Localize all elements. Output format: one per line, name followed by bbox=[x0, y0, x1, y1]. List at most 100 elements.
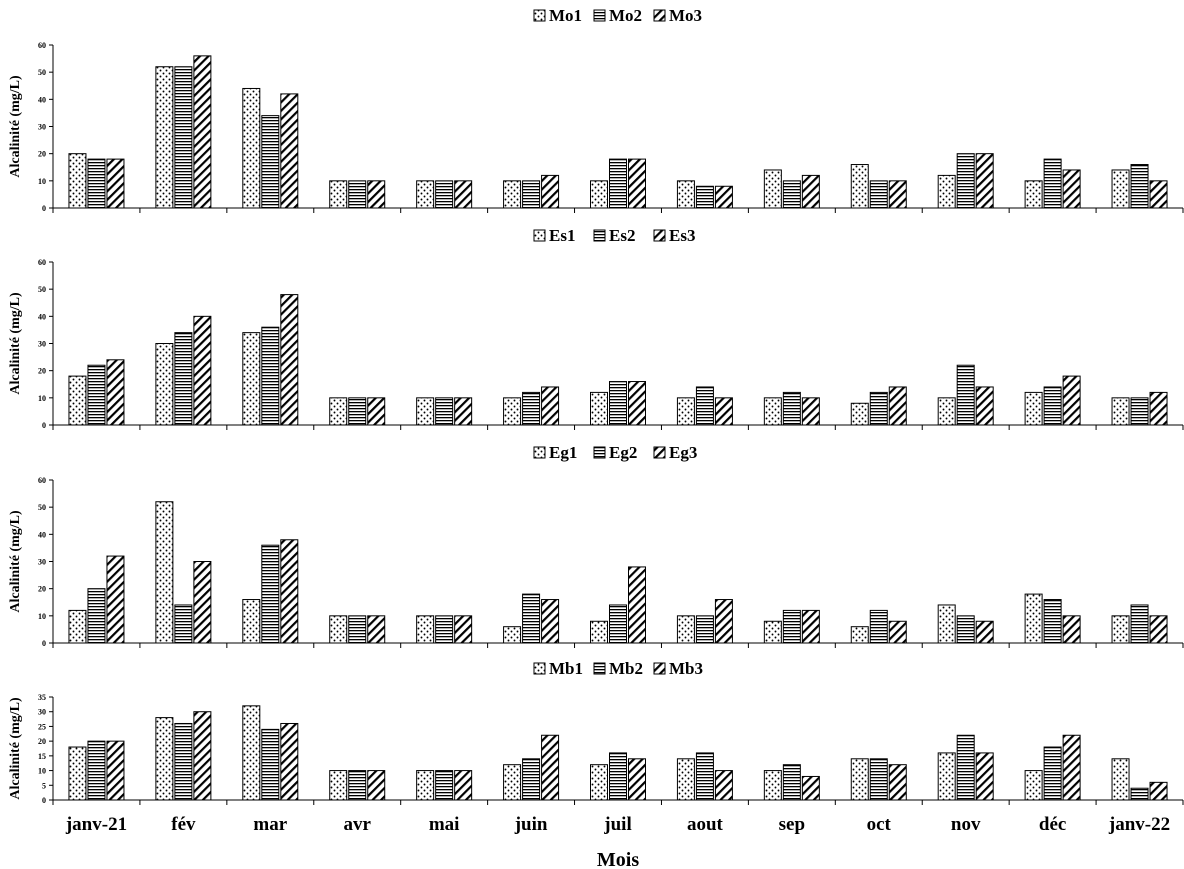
panel-3: 0 10 20 30 40 50 60 Alcalinité (mg/L) Eg1 Eg2 Eg3 bbox=[8, 443, 1183, 648]
y-tick-label: 20 bbox=[38, 585, 46, 594]
y-tick-label: 50 bbox=[38, 503, 46, 512]
legend: Eg1 Eg2 Eg3 bbox=[534, 443, 697, 462]
bar-mo2-mar bbox=[262, 116, 279, 208]
bar-eg2-juil bbox=[610, 605, 627, 643]
panel-2: 0 10 20 30 40 50 60 Alcalinité (mg/L) Es1 Es2 Es3 bbox=[8, 226, 1183, 430]
legend-swatch-diagonal-lines bbox=[654, 447, 665, 458]
bar-mb3-mar bbox=[281, 723, 298, 800]
bar-mo1-janv-21 bbox=[69, 154, 86, 208]
y-tick-label: 60 bbox=[38, 41, 46, 50]
y-tick-label: 60 bbox=[38, 258, 46, 267]
bar-mo2-aout bbox=[696, 186, 713, 208]
bar-mo1-janv-22 bbox=[1112, 170, 1129, 208]
y-tick-label: 25 bbox=[38, 722, 46, 731]
x-axis-label: Mois bbox=[597, 849, 639, 869]
bar-eg1-janv-22 bbox=[1112, 616, 1129, 643]
bar-mb1-oct bbox=[851, 759, 868, 800]
y-tick-label: 0 bbox=[42, 421, 46, 430]
bar-eg3-nov bbox=[976, 621, 993, 643]
y-tick-label: 40 bbox=[38, 530, 46, 539]
bar-mb1-juin bbox=[504, 765, 521, 800]
bar-mb3-aout bbox=[715, 771, 732, 800]
y-tick-label: 30 bbox=[38, 123, 46, 132]
bar-mb2-janv-22 bbox=[1131, 788, 1148, 800]
legend-swatch-diagonal-lines bbox=[654, 10, 665, 21]
bar-eg1-mai bbox=[417, 616, 434, 643]
legend-swatch-horizontal-lines bbox=[594, 447, 605, 458]
x-category-label-mar: mar bbox=[253, 814, 287, 835]
y-tick-label: 0 bbox=[42, 796, 46, 805]
y-tick-label: 40 bbox=[38, 95, 46, 104]
bar-mo3-janv-22 bbox=[1150, 181, 1167, 208]
legend-swatch-dots bbox=[534, 10, 545, 21]
bar-mb2-janv-21 bbox=[88, 741, 105, 800]
bar-mo3-juil bbox=[629, 159, 646, 208]
legend-label-eg1: Eg1 bbox=[549, 443, 577, 462]
bar-es1-sep bbox=[764, 398, 781, 425]
bar-mb2-avr bbox=[349, 771, 366, 800]
bar-mo1-d-c bbox=[1025, 181, 1042, 208]
bar-mo1-aout bbox=[677, 181, 694, 208]
bar-mb1-sep bbox=[764, 771, 781, 800]
bar-eg1-juil bbox=[591, 621, 608, 643]
bar-eg1-f-v bbox=[156, 502, 173, 643]
bar-mo2-f-v bbox=[175, 67, 192, 208]
legend-label-es2: Es2 bbox=[609, 226, 635, 245]
bar-mo1-mai bbox=[417, 181, 434, 208]
legend-swatch-dots bbox=[534, 230, 545, 241]
bar-es1-oct bbox=[851, 403, 868, 425]
bar-es2-juin bbox=[523, 392, 540, 425]
bar-mb3-juil bbox=[629, 759, 646, 800]
bar-mo1-mar bbox=[243, 88, 260, 208]
legend-label-mo2: Mo2 bbox=[609, 6, 642, 25]
bar-mo2-janv-21 bbox=[88, 159, 105, 208]
bar-es3-mai bbox=[455, 398, 472, 425]
bar-eg2-janv-22 bbox=[1131, 605, 1148, 643]
bar-eg3-juil bbox=[629, 567, 646, 643]
bar-es3-juil bbox=[629, 382, 646, 425]
bar-es1-nov bbox=[938, 398, 955, 425]
bar-mo2-juil bbox=[610, 159, 627, 208]
bar-mb2-nov bbox=[957, 735, 974, 800]
bar-mo2-sep bbox=[783, 181, 800, 208]
y-tick-label: 30 bbox=[38, 340, 46, 349]
bar-eg3-mai bbox=[455, 616, 472, 643]
bar-mb1-d-c bbox=[1025, 771, 1042, 800]
bar-eg3-janv-22 bbox=[1150, 616, 1167, 643]
legend-label-mb1: Mb1 bbox=[549, 659, 583, 678]
bar-mb3-janv-21 bbox=[107, 741, 124, 800]
bar-es1-juil bbox=[591, 392, 608, 425]
bar-eg1-janv-21 bbox=[69, 610, 86, 643]
bar-es1-juin bbox=[504, 398, 521, 425]
x-category-label-sep: sep bbox=[779, 814, 805, 835]
bar-es2-f-v bbox=[175, 333, 192, 425]
bar-mo2-avr bbox=[349, 181, 366, 208]
legend: Es1 Es2 Es3 bbox=[534, 226, 695, 245]
x-category-label-avr: avr bbox=[344, 814, 372, 835]
bar-mb3-oct bbox=[889, 765, 906, 800]
legend: Mo1 Mo2 Mo3 bbox=[534, 6, 702, 25]
bar-es1-d-c bbox=[1025, 392, 1042, 425]
bar-eg2-mar bbox=[262, 545, 279, 643]
bar-eg3-janv-21 bbox=[107, 556, 124, 643]
legend-swatch-horizontal-lines bbox=[594, 230, 605, 241]
bar-es3-f-v bbox=[194, 316, 211, 425]
y-tick-label: 10 bbox=[38, 612, 46, 621]
bar-es2-mar bbox=[262, 327, 279, 425]
bar-es3-oct bbox=[889, 387, 906, 425]
bar-mb3-janv-22 bbox=[1150, 782, 1167, 800]
y-tick-label: 5 bbox=[42, 781, 46, 790]
bar-es2-aout bbox=[696, 387, 713, 425]
bar-eg2-f-v bbox=[175, 605, 192, 643]
bar-mo2-oct bbox=[870, 181, 887, 208]
bar-mo3-d-c bbox=[1063, 170, 1080, 208]
bar-mo1-juil bbox=[591, 181, 608, 208]
bar-es2-janv-22 bbox=[1131, 398, 1148, 425]
x-category-label-juil: juil bbox=[603, 814, 631, 835]
bar-eg2-sep bbox=[783, 610, 800, 643]
bar-es3-nov bbox=[976, 387, 993, 425]
bar-eg2-nov bbox=[957, 616, 974, 643]
bar-mo3-avr bbox=[368, 181, 385, 208]
legend-swatch-dots bbox=[534, 447, 545, 458]
